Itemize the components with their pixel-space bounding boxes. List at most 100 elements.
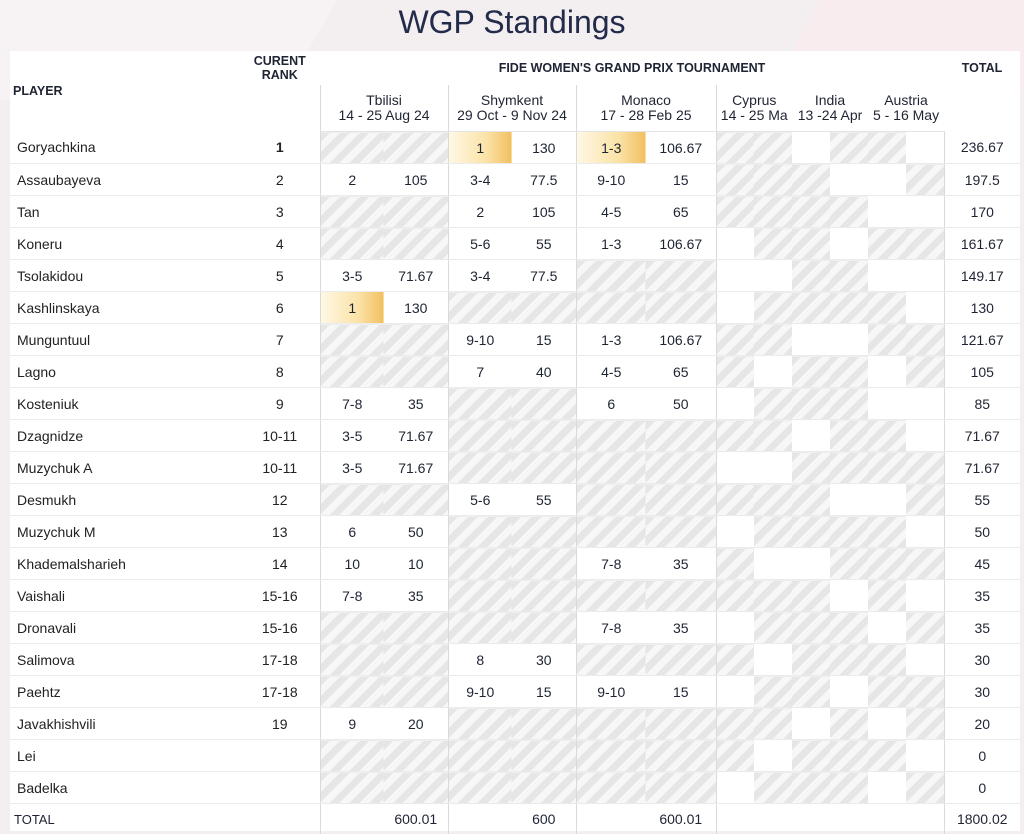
monaco-place — [576, 580, 646, 612]
totals-future-empty — [716, 804, 944, 834]
cyprus-a-empty — [716, 196, 754, 228]
austria-b-empty — [906, 260, 944, 292]
player-total: 50 — [944, 516, 1020, 548]
monaco-place: 6 — [576, 388, 646, 420]
player-total: 0 — [944, 740, 1020, 772]
monaco-place: 1-3 — [576, 228, 646, 260]
india-a-empty — [792, 740, 830, 772]
india-a-empty — [792, 196, 830, 228]
tbilisi-place — [320, 644, 384, 676]
cyprus-a-empty — [716, 740, 754, 772]
monaco-points: 106.67 — [646, 324, 716, 356]
current-rank: 10-11 — [240, 452, 320, 484]
shymkent-place: 3-4 — [448, 164, 512, 196]
india-a-empty — [792, 292, 830, 324]
austria-a-empty — [868, 676, 906, 708]
player-total: 121.67 — [944, 324, 1020, 356]
cyprus-b-empty — [754, 228, 792, 260]
shymkent-place: 5-6 — [448, 484, 512, 516]
austria-a-empty — [868, 772, 906, 804]
austria-b-empty — [906, 772, 944, 804]
player-name: Khademalsharieh — [10, 548, 240, 580]
india-a-empty — [792, 548, 830, 580]
current-rank: 15-16 — [240, 612, 320, 644]
austria-b-empty — [906, 708, 944, 740]
cyprus-a-empty — [716, 772, 754, 804]
cyprus-b-empty — [754, 580, 792, 612]
monaco-points — [646, 516, 716, 548]
header-current-rank: CURENT RANK — [240, 51, 320, 132]
india-b-empty — [830, 612, 868, 644]
india-b-empty — [830, 772, 868, 804]
tbilisi-place — [320, 228, 384, 260]
cyprus-a-empty — [716, 388, 754, 420]
event-dates: 13 -24 Apr — [798, 107, 863, 123]
cyprus-a-empty — [716, 516, 754, 548]
tbilisi-place: 3-5 — [320, 260, 384, 292]
monaco-points — [646, 260, 716, 292]
monaco-points — [646, 740, 716, 772]
austria-b-empty — [906, 292, 944, 324]
shymkent-place — [448, 452, 512, 484]
tbilisi-points: 71.67 — [384, 420, 448, 452]
monaco-place — [576, 420, 646, 452]
austria-b-empty — [906, 164, 944, 196]
cyprus-b-empty — [754, 548, 792, 580]
monaco-points — [646, 420, 716, 452]
austria-a-empty — [868, 356, 906, 388]
player-name: Muzychuk A — [10, 452, 240, 484]
austria-b-empty — [906, 196, 944, 228]
tbilisi-points: 105 — [384, 164, 448, 196]
cyprus-b-empty — [754, 196, 792, 228]
india-a-empty — [792, 324, 830, 356]
india-b-empty — [830, 516, 868, 548]
current-rank: 1 — [240, 132, 320, 164]
tbilisi-points: 20 — [384, 708, 448, 740]
cyprus-b-empty — [754, 740, 792, 772]
austria-b-empty — [906, 388, 944, 420]
player-total: 45 — [944, 548, 1020, 580]
cyprus-b-empty — [754, 324, 792, 356]
current-rank: 13 — [240, 516, 320, 548]
player-total: 170 — [944, 196, 1020, 228]
cyprus-b-empty — [754, 484, 792, 516]
total-shymkent: 600 — [512, 804, 576, 834]
tbilisi-points — [384, 612, 448, 644]
shymkent-place: 2 — [448, 196, 512, 228]
cyprus-b-empty — [754, 292, 792, 324]
cyprus-b-empty — [754, 356, 792, 388]
header-player: PLAYER — [10, 51, 240, 132]
india-b-empty — [830, 452, 868, 484]
india-b-empty — [830, 740, 868, 772]
cyprus-b-empty — [754, 164, 792, 196]
cyprus-a-empty — [716, 612, 754, 644]
india-a-empty — [792, 132, 830, 164]
monaco-place — [576, 452, 646, 484]
monaco-place: 1-3 — [576, 132, 646, 164]
tbilisi-place — [320, 324, 384, 356]
cyprus-b-empty — [754, 612, 792, 644]
tbilisi-place — [320, 612, 384, 644]
shymkent-points: 55 — [512, 228, 576, 260]
monaco-place: 7-8 — [576, 548, 646, 580]
player-name: Kashlinskaya — [10, 292, 240, 324]
austria-b-empty — [906, 324, 944, 356]
india-a-empty — [792, 484, 830, 516]
cyprus-a-empty — [716, 452, 754, 484]
austria-a-empty — [868, 740, 906, 772]
cyprus-a-empty — [716, 708, 754, 740]
player-total: 30 — [944, 644, 1020, 676]
austria-a-empty — [868, 452, 906, 484]
monaco-place — [576, 260, 646, 292]
cyprus-b-empty — [754, 260, 792, 292]
shymkent-points — [512, 772, 576, 804]
cyprus-b-empty — [754, 644, 792, 676]
